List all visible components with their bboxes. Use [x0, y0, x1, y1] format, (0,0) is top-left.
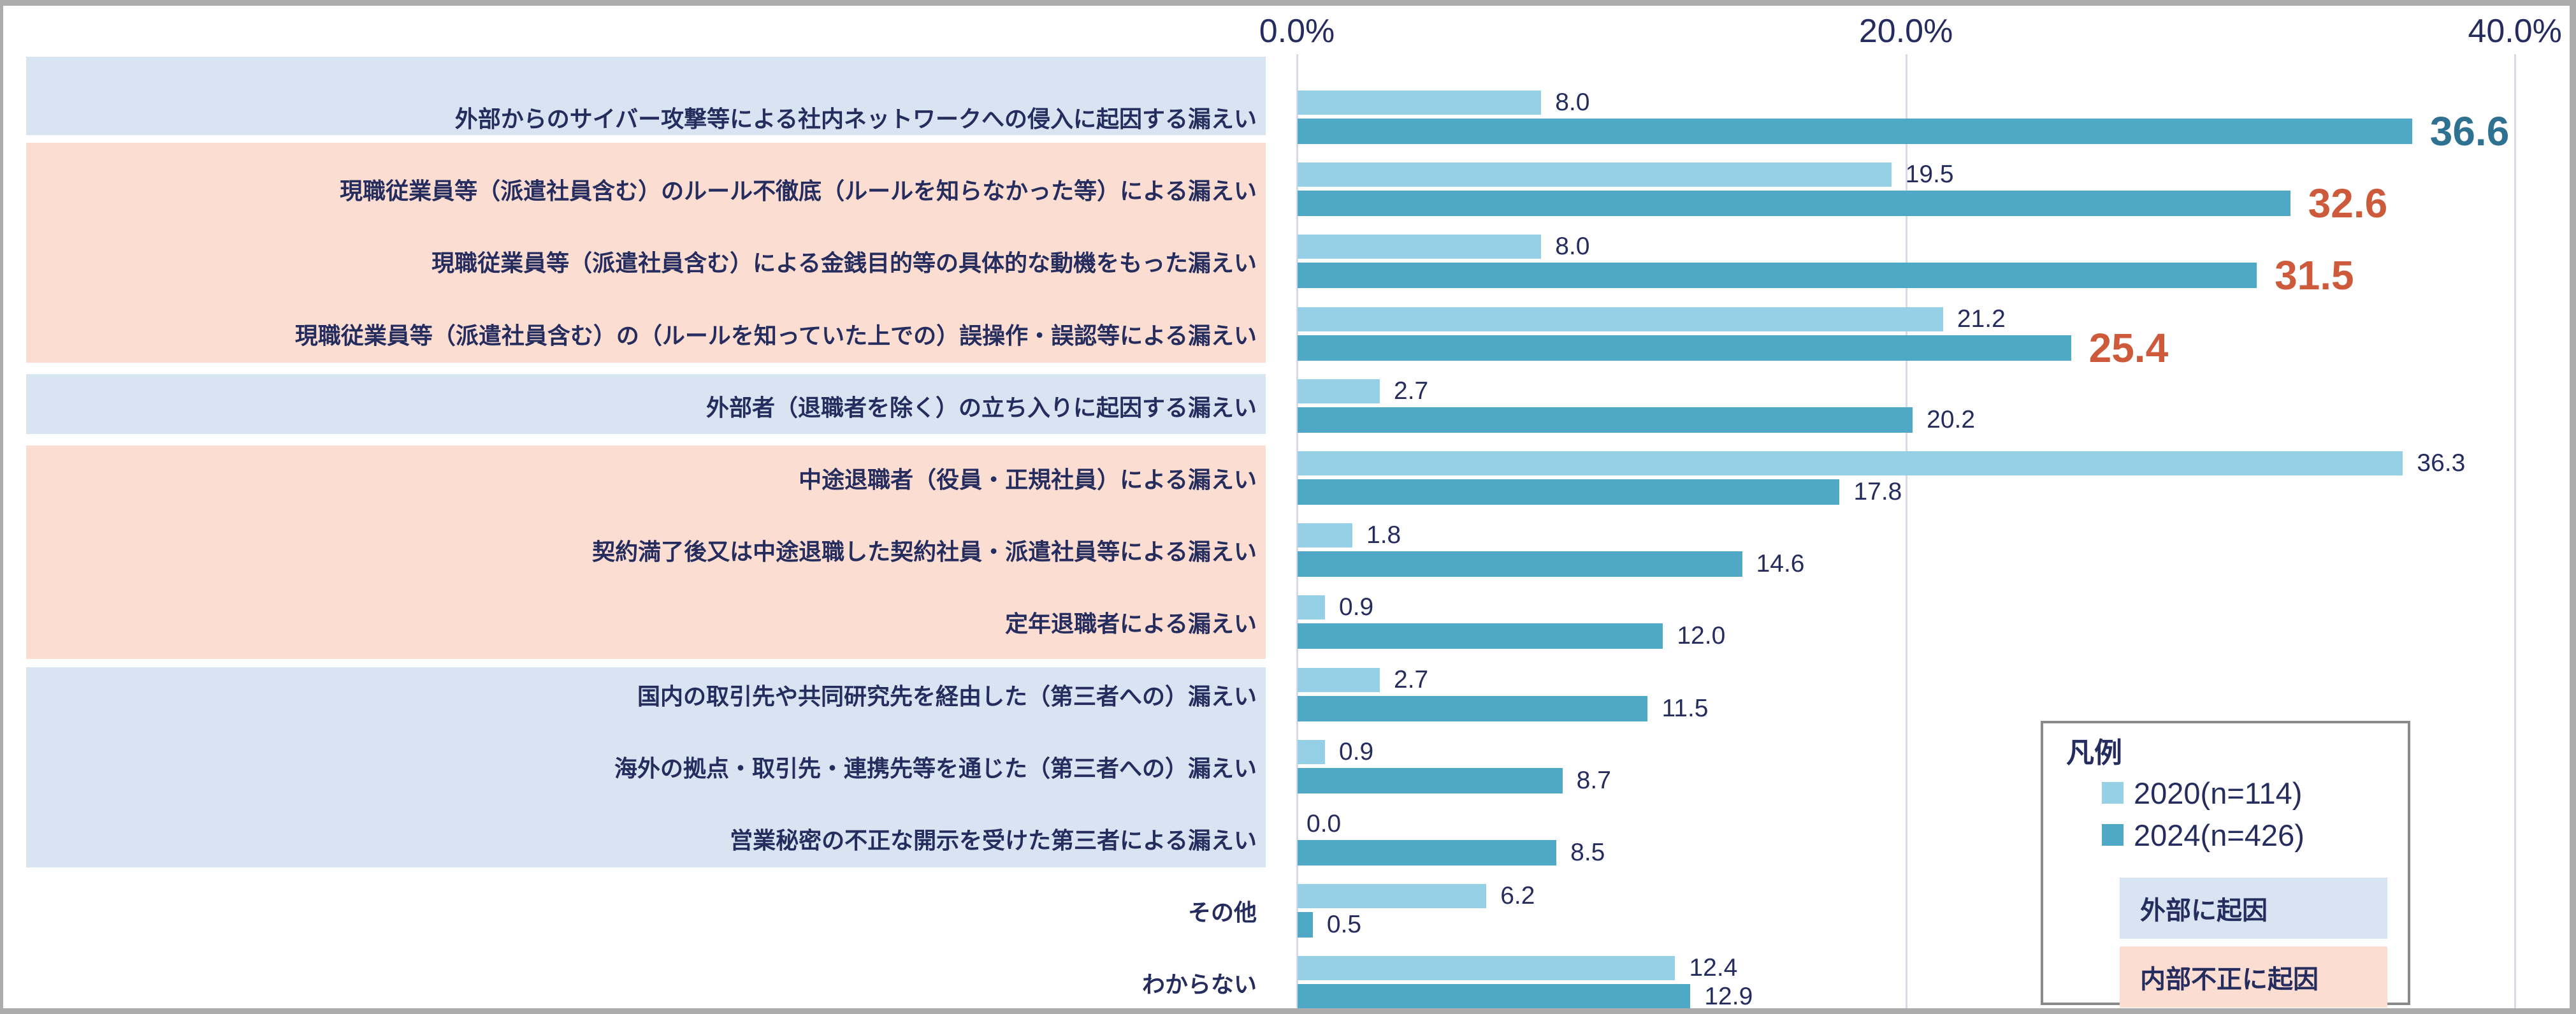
value-label-2024: 14.6	[1756, 550, 1805, 578]
value-label-2024: 8.7	[1576, 766, 1611, 794]
gridline-20	[1905, 54, 1907, 1008]
bar-2024	[1298, 984, 1691, 1008]
value-label-2020: 2.7	[1394, 665, 1429, 693]
value-label-2024-emphasized: 32.6	[2308, 180, 2388, 227]
legend-label-2024: 2024(n=426)	[2134, 818, 2305, 852]
category-label: その他	[1187, 899, 1257, 926]
value-label-2020: 0.0	[1306, 810, 1342, 837]
category-label: 定年退職者による漏えい	[1005, 611, 1257, 637]
value-label-2024-emphasized: 36.6	[2429, 108, 2510, 154]
axis-tick-0: 0.0%	[1259, 13, 1335, 50]
category-label: 中途退職者（役員・正規社員）による漏えい	[799, 467, 1257, 493]
value-label-2024: 20.2	[1927, 405, 1976, 433]
bar-2020	[1298, 379, 1380, 403]
value-label-2024: 12.0	[1677, 622, 1726, 650]
category-label: 海外の拠点・取引先・連携先等を通じた（第三者への）漏えい	[614, 755, 1257, 781]
bar-2024	[1298, 191, 2290, 217]
legend-swatch-2024	[2102, 824, 2124, 846]
category-label: 営業秘密の不正な開示を受けた第三者による漏えい	[730, 827, 1257, 853]
category-label: 国内の取引先や共同研究先を経由した（第三者への）漏えい	[637, 683, 1257, 709]
bar-2024	[1298, 119, 2412, 144]
value-label-2020: 2.7	[1394, 377, 1429, 405]
category-label: 外部者（退職者を除く）の立ち入りに起因する漏えい	[706, 394, 1257, 421]
category-bg-internal-1	[26, 143, 1266, 363]
category-label: 現職従業員等（派遣社員含む）の（ルールを知っていた上での）誤操作・誤認等による漏…	[294, 322, 1257, 349]
category-bg-external-2	[26, 374, 1266, 434]
bar-2020	[1298, 956, 1675, 981]
bar-2024	[1298, 912, 1313, 938]
value-label-2020: 8.0	[1555, 233, 1590, 261]
category-label: 外部からのサイバー攻撃等による社内ネットワークへの侵入に起因する漏えい	[454, 106, 1257, 132]
value-label-2020: 0.9	[1339, 593, 1374, 621]
bar-2020	[1298, 91, 1542, 115]
bar-2020	[1298, 667, 1380, 692]
bar-2024	[1298, 407, 1913, 433]
value-label-2024: 8.5	[1570, 839, 1605, 866]
value-label-2020: 0.9	[1339, 737, 1374, 765]
gridline-0	[1296, 54, 1298, 1008]
bar-2020	[1298, 739, 1325, 764]
value-label-2020: 6.2	[1500, 882, 1535, 910]
category-label: 現職従業員等（派遣社員含む）による金銭目的等の具体的な動機をもった漏えい	[431, 250, 1257, 277]
bar-2020	[1298, 595, 1325, 620]
bar-2020	[1298, 523, 1352, 548]
bar-2020	[1298, 884, 1487, 909]
bar-2020	[1298, 163, 1892, 187]
value-label-2024: 11.5	[1661, 694, 1709, 722]
axis-tick-40: 40.0%	[2468, 13, 2562, 50]
bar-2024	[1298, 551, 1742, 577]
value-label-2020: 19.5	[1905, 161, 1954, 189]
category-bg-external-0	[26, 57, 1266, 135]
category-label: 契約満了後又は中途退職した契約社員・派遣社員等による漏えい	[592, 539, 1257, 565]
legend-group-external: 外部に起因	[2120, 878, 2387, 939]
value-label-2024-emphasized: 25.4	[2088, 324, 2169, 371]
value-label-2020: 8.0	[1555, 89, 1590, 116]
legend-item-2020: 2020(n=114)	[2102, 772, 2385, 814]
bar-2024	[1298, 767, 1563, 793]
bar-2024	[1298, 840, 1557, 866]
legend-swatch-2020	[2102, 782, 2124, 804]
bar-2020	[1298, 307, 1943, 331]
value-label-2020: 12.4	[1689, 954, 1738, 982]
bar-2024	[1298, 335, 2071, 361]
category-bg-internal-3	[26, 445, 1266, 659]
category-label: わからない	[1141, 971, 1257, 998]
value-label-2020: 36.3	[2417, 449, 2466, 477]
bar-2024	[1298, 623, 1663, 649]
value-label-2024-emphasized: 31.5	[2275, 252, 2354, 299]
category-bg-external-4	[26, 667, 1266, 867]
bar-2020	[1298, 451, 2403, 475]
category-label: 現職従業員等（派遣社員含む）のルール不徹底（ルールを知らなかった等）による漏えい	[340, 178, 1257, 205]
bar-2020	[1298, 235, 1542, 259]
legend: 凡例 2020(n=114) 2024(n=426) 外部に起因 内部不正に起因	[2041, 721, 2410, 1008]
value-label-2024: 12.9	[1704, 983, 1753, 1011]
legend-group-internal: 内部不正に起因	[2120, 946, 2387, 1008]
legend-item-2024: 2024(n=426)	[2102, 814, 2385, 856]
axis-tick-20: 20.0%	[1858, 13, 1953, 50]
legend-title: 凡例	[2066, 737, 2122, 769]
value-label-2024: 17.8	[1853, 478, 1902, 505]
bar-2024	[1298, 479, 1840, 505]
value-label-2020: 1.8	[1366, 521, 1401, 549]
value-label-2024: 0.5	[1326, 911, 1362, 939]
bar-2024	[1298, 695, 1648, 721]
legend-label-2020: 2020(n=114)	[2134, 776, 2303, 810]
bar-2024	[1298, 263, 2257, 289]
value-label-2020: 21.2	[1957, 305, 2006, 333]
gridline-40	[2514, 54, 2517, 1008]
